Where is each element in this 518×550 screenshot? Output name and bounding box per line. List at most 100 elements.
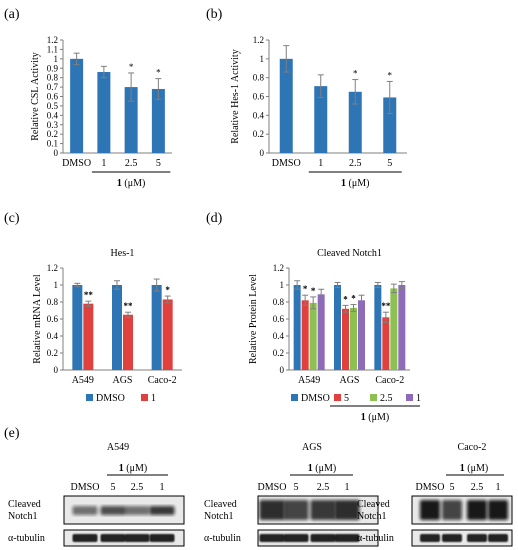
x-tick-label: A549 <box>298 375 320 386</box>
y-tick-label: 0.8 <box>47 73 59 83</box>
dose-group-label: 1 (μM) <box>341 178 369 189</box>
blot-lane-label: 1 <box>496 482 501 493</box>
panel-letter: (b) <box>206 7 223 22</box>
bar <box>317 294 325 370</box>
y-tick-label: 0.8 <box>253 73 265 83</box>
blot-compound-label: 1 (μM) <box>460 463 488 474</box>
blot-compound-label: 1 (μM) <box>119 463 147 474</box>
significance-mark: * <box>343 294 348 304</box>
blot-band <box>259 534 285 542</box>
y-tick-label: 1 <box>260 54 265 64</box>
blot-cell-line: AGS <box>302 442 322 453</box>
y-tick-label: 0 <box>280 365 285 375</box>
y-tick-label: 0.6 <box>47 314 59 324</box>
blot-row-label: Cleaved <box>357 499 390 510</box>
blot-band <box>310 534 336 542</box>
blot-band <box>467 534 487 542</box>
y-axis-label: Relative CSL Activity <box>30 52 41 141</box>
bar <box>112 285 122 370</box>
bar <box>124 87 138 153</box>
blot-row-label: α-tubulin <box>357 533 394 544</box>
legend-label: 5 <box>344 393 349 404</box>
x-tick-label: DMSO <box>62 158 91 169</box>
bar <box>279 58 293 154</box>
legend-label: 1 <box>416 393 421 404</box>
blot-lane-label: DMSO <box>71 482 100 493</box>
blot-band <box>420 500 440 520</box>
x-tick-label: AGS <box>112 375 132 386</box>
legend-swatch <box>291 394 298 401</box>
y-tick-label: 0.2 <box>273 348 284 358</box>
bar <box>70 58 84 154</box>
blot-band <box>100 506 126 515</box>
y-axis-label: Relative mRNA Level <box>32 274 43 364</box>
blot-band <box>149 534 175 542</box>
bar <box>72 285 83 370</box>
bar <box>151 285 162 370</box>
blot-band <box>420 534 440 542</box>
bar <box>293 285 301 370</box>
blot-band <box>310 500 336 520</box>
legend-label: DMSO <box>96 393 125 404</box>
bar <box>390 288 398 370</box>
blot-lane-label: 1 <box>345 482 350 493</box>
y-tick-label: 0.2 <box>47 348 58 358</box>
blot-band <box>259 500 285 520</box>
blot-band <box>100 534 126 542</box>
y-tick-label: 0.4 <box>47 331 59 341</box>
significance-mark: ** <box>124 301 134 311</box>
blot-lane-label: DMSO <box>258 482 287 493</box>
x-tick-label: 5 <box>156 158 161 169</box>
significance-mark: ** <box>84 290 94 300</box>
x-tick-label: A549 <box>72 375 94 386</box>
significance-mark: * <box>165 285 170 295</box>
legend-swatch <box>406 394 413 401</box>
legend-label: 1 <box>151 393 156 404</box>
legend-swatch <box>370 394 377 401</box>
bar <box>123 314 133 370</box>
blot-band <box>283 534 309 542</box>
panel-letter: (c) <box>4 211 20 226</box>
bar <box>358 300 365 370</box>
legend-label: DMSO <box>301 393 330 404</box>
significance-mark: * <box>353 69 358 79</box>
blot-band <box>72 506 98 515</box>
y-tick-label: 0 <box>54 365 59 375</box>
y-tick-label: 0.2 <box>47 129 58 139</box>
blot-cell-line: Caco-2 <box>458 442 487 453</box>
blot-lane-label: 5 <box>294 482 299 493</box>
blot-band <box>442 500 462 520</box>
blot-lane-label: 5 <box>111 482 116 493</box>
x-tick-label: 1 <box>101 158 106 169</box>
x-tick-label: Caco-2 <box>148 375 177 386</box>
blot-band <box>124 506 150 515</box>
blot-cell-line: A549 <box>107 442 129 453</box>
bar <box>314 86 328 153</box>
blot-row-label: α-tubulin <box>204 533 241 544</box>
y-tick-label: 0.4 <box>253 110 265 120</box>
legend-swatch <box>141 394 148 401</box>
significance-mark: * <box>303 284 308 294</box>
panel-letter: (a) <box>4 7 20 22</box>
blot-band <box>124 534 150 542</box>
significance-mark: * <box>311 286 316 296</box>
bar <box>309 302 317 370</box>
dose-group-label: 1 (μM) <box>361 412 389 423</box>
y-tick-label: 0.6 <box>47 92 59 102</box>
y-tick-label: 0 <box>54 148 59 158</box>
significance-mark: * <box>351 294 356 304</box>
blot-lane-label: 2.5 <box>317 482 330 493</box>
x-tick-label: 5 <box>387 158 392 169</box>
blot-band <box>334 500 360 520</box>
bar <box>382 317 390 370</box>
y-tick-label: 1 <box>54 280 59 290</box>
y-tick-label: 1 <box>280 280 285 290</box>
bar <box>83 303 94 370</box>
bar <box>151 88 165 153</box>
y-tick-label: 0.4 <box>47 110 59 120</box>
x-tick-label: 1 <box>318 158 323 169</box>
significance-mark: ** <box>381 301 391 311</box>
legend-label: 2.5 <box>380 393 393 404</box>
x-tick-label: 2.5 <box>349 158 362 169</box>
blot-band <box>149 506 175 515</box>
